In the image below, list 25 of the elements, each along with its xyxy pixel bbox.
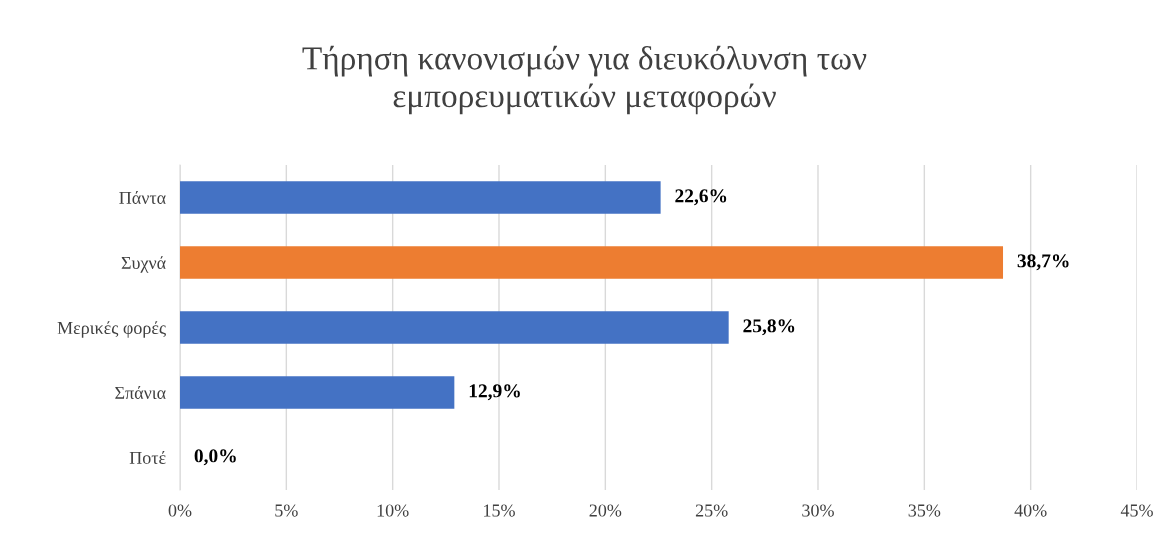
data-label: 25,8% xyxy=(743,319,795,336)
x-tick-label: 45% xyxy=(1120,504,1153,517)
x-tick-label: 25% xyxy=(695,504,728,517)
x-tick-label: 35% xyxy=(908,504,941,517)
y-tick-label: Συχνά xyxy=(121,256,166,273)
x-tick-label: 20% xyxy=(589,504,622,517)
x-tick-label: 40% xyxy=(1014,504,1047,517)
bar xyxy=(180,311,729,344)
y-tick-label: Μερικές φορές xyxy=(57,321,166,338)
data-label: 0,0% xyxy=(194,449,236,466)
bar xyxy=(180,376,455,409)
y-tick-label: Σπάνια xyxy=(115,386,166,399)
x-tick-label: 0% xyxy=(168,504,192,517)
x-tick-label: 15% xyxy=(484,504,515,517)
y-tick-label: Ποτέ xyxy=(129,451,166,464)
x-tick-label: 30% xyxy=(802,504,834,517)
y-tick-label: Πάντα xyxy=(119,191,166,204)
data-label: 12,9% xyxy=(469,384,520,401)
x-tick-label: 5% xyxy=(275,504,298,517)
x-tick-label: 10% xyxy=(377,504,409,517)
bar xyxy=(180,246,1004,279)
chart-title: Τήρηση κανονισμών για διευκόλυνση των εμπορευματικών μεταφορών xyxy=(302,45,867,115)
bar xyxy=(180,181,661,214)
data-label: 22,6% xyxy=(675,189,727,206)
data-label: 38,7% xyxy=(1017,254,1069,271)
